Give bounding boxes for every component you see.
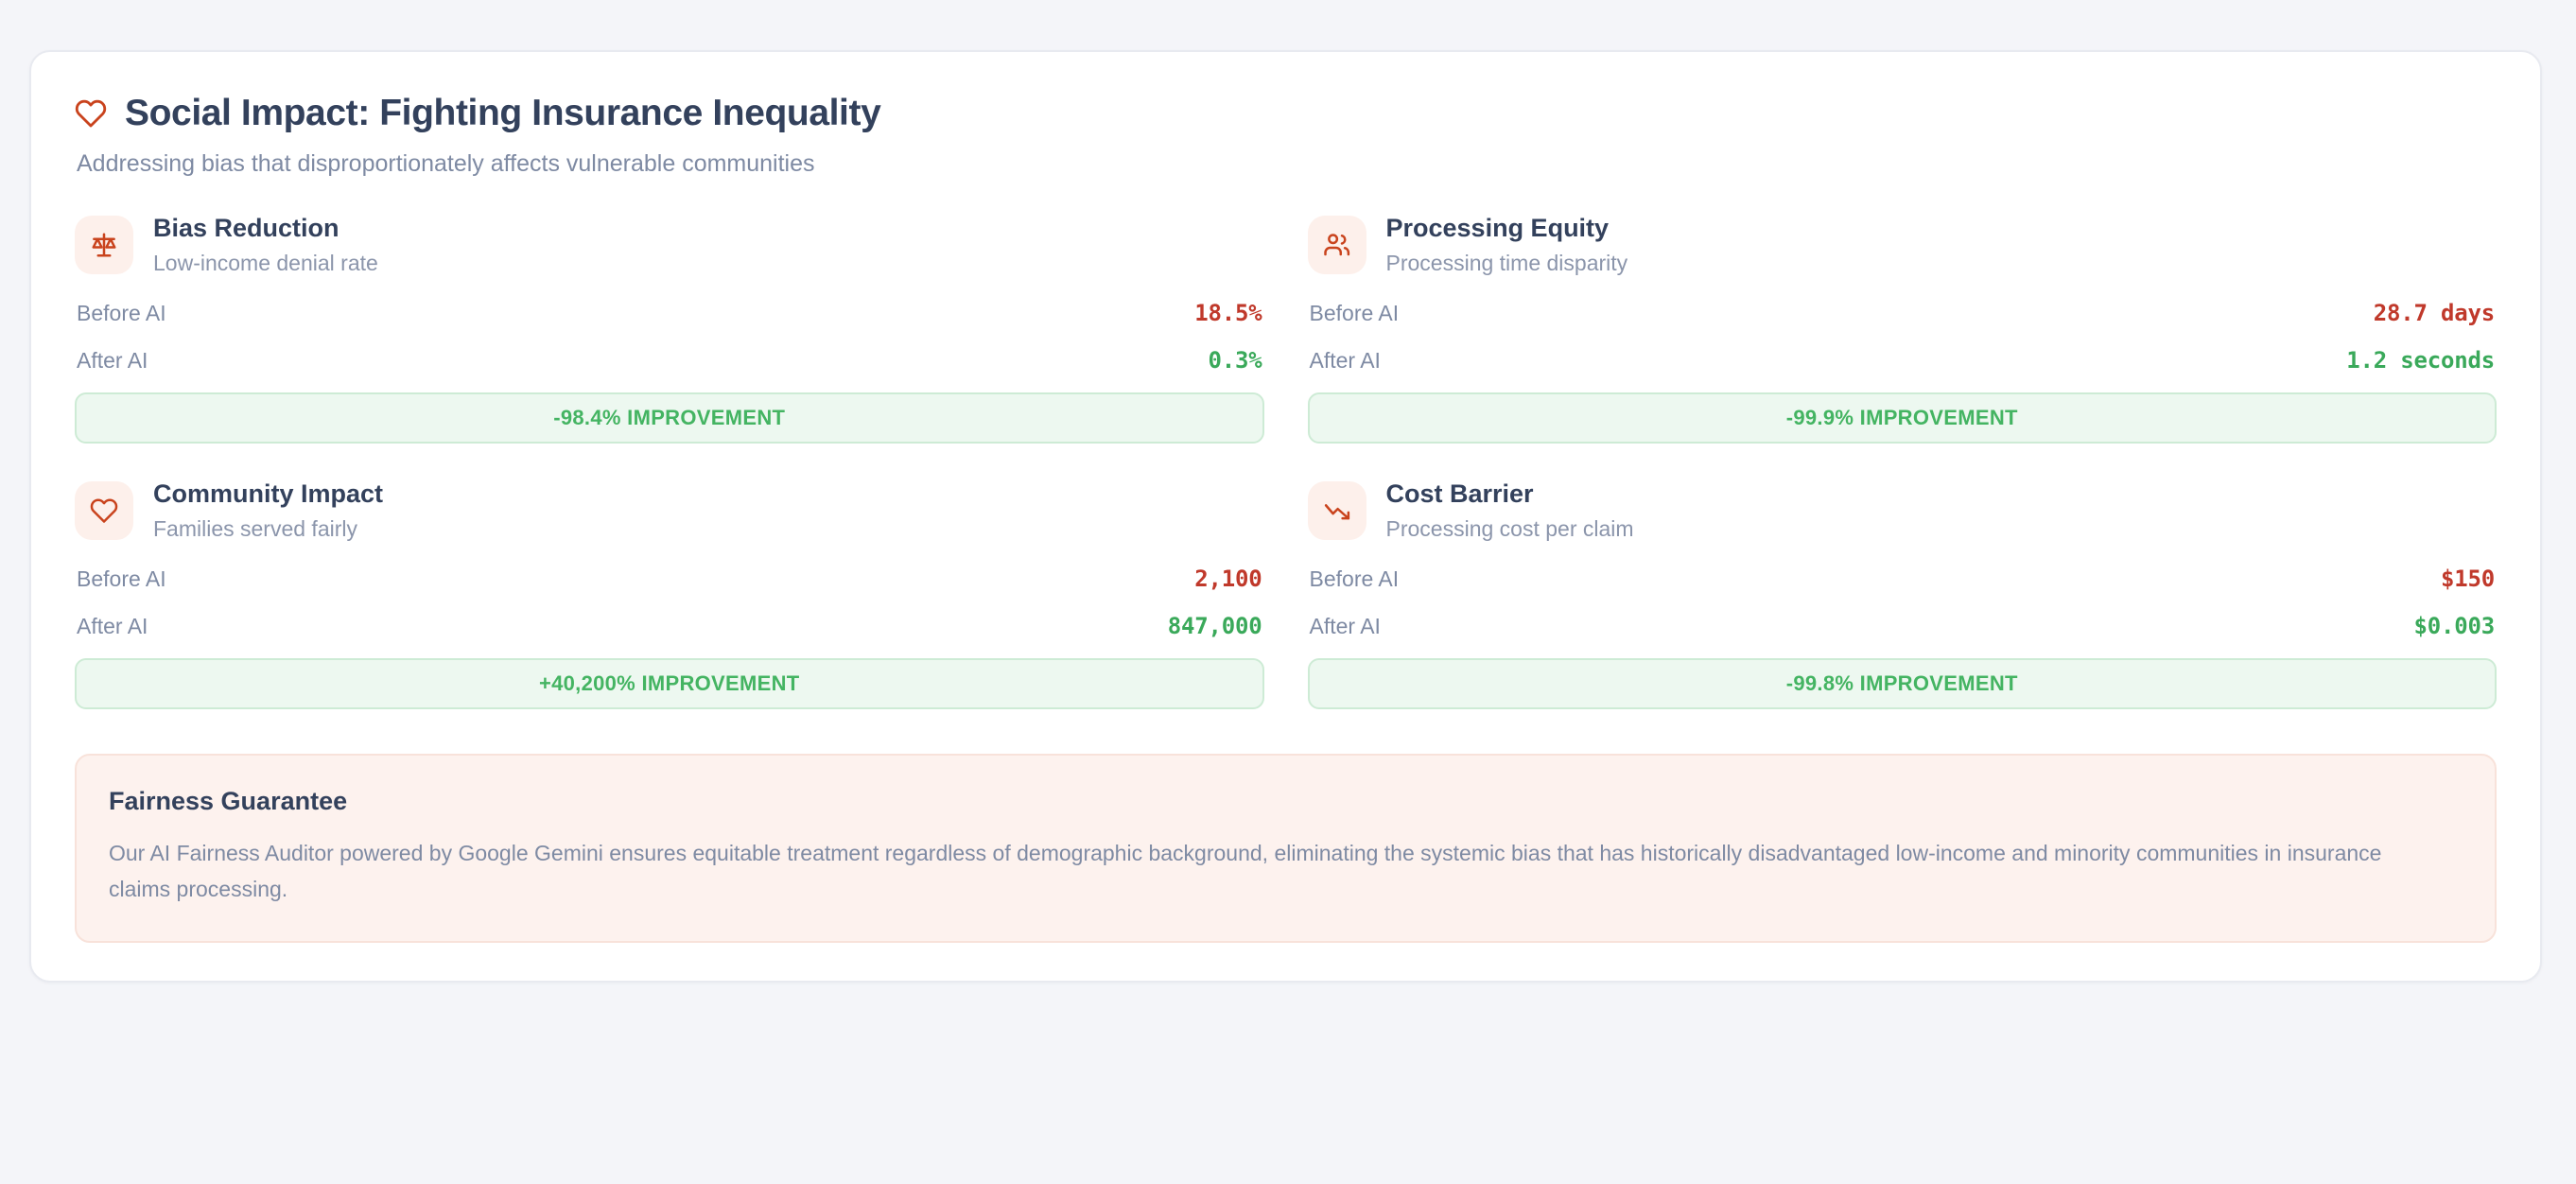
fairness-title: Fairness Guarantee <box>109 787 348 816</box>
title-row: Social Impact: Fighting Insurance Inequa… <box>75 93 2497 134</box>
metric-row-before: Before AI 18.5% <box>75 300 1264 326</box>
after-value: 847,000 <box>1167 613 1262 640</box>
metric-icon-container <box>75 480 133 540</box>
metric-description: Processing time disparity <box>1385 250 1628 275</box>
users-icon <box>1323 234 1349 256</box>
metric-card-bias-reduction: Bias Reduction Low-income denial rate Be… <box>75 213 1264 444</box>
before-value: 18.5% <box>1194 300 1262 327</box>
metrics-grid: Bias Reduction Low-income denial rate Be… <box>75 213 2498 710</box>
metric-card-cost-barrier: Cost Barrier Processing cost per claim B… <box>1307 479 2498 710</box>
metric-card-community-impact: Community Impact Families served fairly … <box>75 479 1264 710</box>
improvement-text: -99.9% IMPROVEMENT <box>1785 406 2018 430</box>
before-value: 2,100 <box>1194 566 1262 593</box>
social-impact-panel: Social Impact: Fighting Insurance Inequa… <box>29 50 2542 983</box>
before-label: Before AI <box>1309 566 1400 592</box>
heart-icon <box>90 498 118 523</box>
metric-name: Processing Equity <box>1385 214 1610 243</box>
metric-description: Low-income denial rate <box>153 250 378 275</box>
metric-header: Bias Reduction Low-income denial rate <box>75 213 1264 276</box>
after-label: After AI <box>1309 348 1381 374</box>
metric-row-after: After AI 0.3% <box>75 347 1264 374</box>
before-label: Before AI <box>77 301 166 326</box>
improvement-badge: -98.4% IMPROVEMENT <box>75 392 1264 444</box>
metric-header: Community Impact Families served fairly <box>75 479 1264 542</box>
improvement-badge: -99.9% IMPROVEMENT <box>1307 392 2497 444</box>
trending-down-icon <box>1324 503 1349 520</box>
before-label: Before AI <box>77 566 166 592</box>
metric-row-before: Before AI 28.7 days <box>1308 300 2498 326</box>
improvement-text: -99.8% IMPROVEMENT <box>1785 671 2018 696</box>
page-subtitle: Addressing bias that disproportionately … <box>77 149 815 177</box>
metric-name: Community Impact <box>153 479 384 509</box>
improvement-badge: +40,200% IMPROVEMENT <box>75 658 1264 710</box>
heart-icon <box>75 100 107 128</box>
metric-row-before: Before AI $150 <box>1308 566 2498 592</box>
metric-title-block: Processing Equity Processing time dispar… <box>1386 213 1628 276</box>
metric-name: Bias Reduction <box>153 214 339 243</box>
metric-row-after: After AI 847,000 <box>75 613 1264 639</box>
metric-name: Cost Barrier <box>1385 479 1534 509</box>
page-title: Social Impact: Fighting Insurance Inequa… <box>125 93 881 133</box>
fairness-body: Our AI Fairness Auditor powered by Googl… <box>109 841 2382 901</box>
improvement-badge: -99.8% IMPROVEMENT <box>1307 658 2497 710</box>
metric-header: Cost Barrier Processing cost per claim <box>1307 479 2498 542</box>
metric-row-after: After AI $0.003 <box>1308 613 2498 639</box>
after-value: 1.2 seconds <box>2346 347 2495 374</box>
metric-icon-container <box>1307 480 1366 540</box>
metric-row-before: Before AI 2,100 <box>75 566 1264 592</box>
after-value: $0.003 <box>2413 613 2496 640</box>
improvement-text: +40,200% IMPROVEMENT <box>538 671 800 696</box>
improvement-text: -98.4% IMPROVEMENT <box>553 406 786 430</box>
fairness-guarantee-callout: Fairness Guarantee Our AI Fairness Audit… <box>75 754 2497 943</box>
metric-title-block: Bias Reduction Low-income denial rate <box>153 213 378 276</box>
scales-balance-icon <box>92 233 116 257</box>
metric-icon-container <box>1307 215 1366 274</box>
metric-card-processing-equity: Processing Equity Processing time dispar… <box>1307 213 2498 444</box>
panel-header: Social Impact: Fighting Insurance Inequa… <box>75 93 2497 179</box>
metric-row-after: After AI 1.2 seconds <box>1308 347 2498 374</box>
after-label: After AI <box>1309 614 1381 639</box>
before-value: $150 <box>2441 566 2495 593</box>
metric-header: Processing Equity Processing time dispar… <box>1307 213 2498 276</box>
metric-title-block: Cost Barrier Processing cost per claim <box>1386 479 1634 542</box>
metric-title-block: Community Impact Families served fairly <box>153 479 383 542</box>
before-label: Before AI <box>1309 301 1400 326</box>
metric-description: Processing cost per claim <box>1385 515 1634 541</box>
before-value: 28.7 days <box>2373 300 2495 327</box>
metric-description: Families served fairly <box>153 515 357 541</box>
metric-icon-container <box>75 215 133 274</box>
after-label: After AI <box>77 348 148 374</box>
after-value: 0.3% <box>1208 347 1262 374</box>
after-label: After AI <box>77 614 148 639</box>
